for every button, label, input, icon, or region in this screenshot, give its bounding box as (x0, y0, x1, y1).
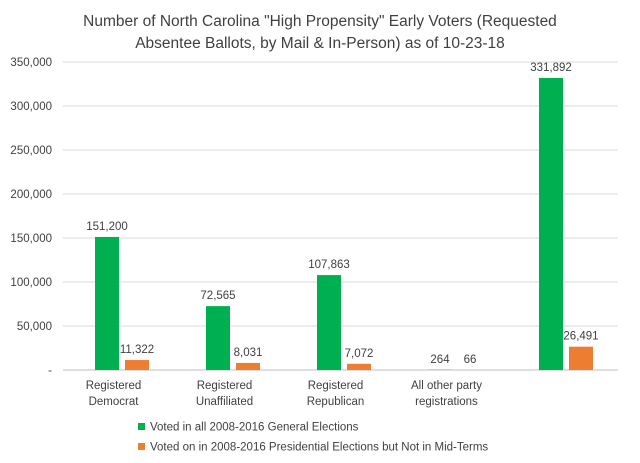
data-label: 66 (464, 354, 477, 366)
chart-title-line: Absentee Ballots, by Mail & In-Person) a… (135, 35, 505, 52)
y-tick-label: 200,000 (10, 189, 52, 201)
data-label: 7,072 (345, 348, 374, 360)
bar-presidential-only (125, 360, 149, 370)
bar-general-elections (95, 236, 119, 370)
category-label: Democrat (89, 396, 140, 408)
y-tick-label: 350,000 (10, 57, 52, 69)
category-label: Registered (197, 380, 253, 392)
y-tick-label: 100,000 (10, 277, 52, 289)
y-tick-label: 300,000 (10, 101, 52, 113)
category-label: All other party (411, 380, 482, 392)
data-label: 107,863 (308, 259, 350, 271)
data-label: 331,892 (530, 62, 572, 74)
legend-label: Voted in all 2008-2016 General Elections (150, 422, 359, 434)
category-label: Registered (86, 380, 142, 392)
y-tick-label: 50,000 (17, 321, 52, 333)
category-label: Unaffiliated (196, 396, 253, 408)
data-label: 26,491 (563, 331, 598, 343)
y-tick-label: 150,000 (10, 233, 52, 245)
data-label: 8,031 (234, 347, 263, 359)
data-label: 264 (430, 354, 450, 366)
bar-general-elections (539, 77, 563, 370)
data-label: 11,322 (120, 344, 154, 356)
y-tick-label: 250,000 (10, 145, 52, 157)
category-label: Registered (308, 380, 364, 392)
bar-general-elections (206, 306, 230, 370)
category-label: registrations (415, 396, 478, 408)
bar-presidential-only (236, 362, 260, 370)
data-label: 72,565 (200, 290, 235, 302)
bar-presidential-only (569, 346, 593, 370)
bar-presidential-only (347, 363, 371, 370)
category-label: Republican (307, 396, 365, 408)
y-tick-label: - (48, 365, 52, 377)
bar-general-elections (317, 275, 341, 370)
legend-swatch (138, 423, 145, 430)
legend-swatch (138, 443, 145, 450)
chart-title-line: Number of North Carolina "High Propensit… (83, 13, 557, 30)
data-label: 151,200 (86, 221, 128, 233)
legend-label: Voted on in 2008-2016 Presidential Elect… (150, 442, 488, 454)
